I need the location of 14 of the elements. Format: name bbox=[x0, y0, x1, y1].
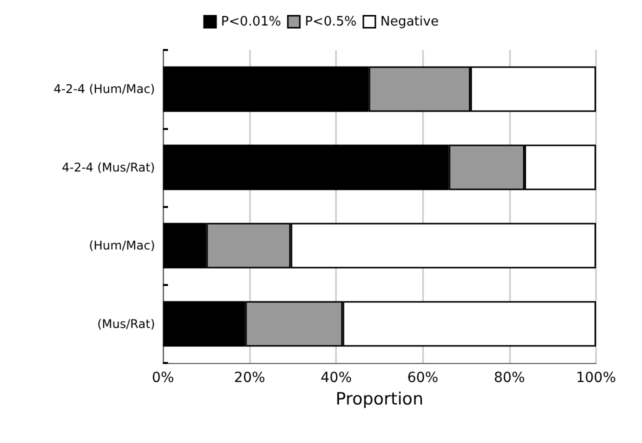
x-tick-label: 0% bbox=[152, 370, 174, 386]
y-tick-label: (Mus/Rat) bbox=[97, 316, 155, 331]
legend-label: P<0.5% bbox=[304, 14, 357, 30]
x-tick-label: 60% bbox=[407, 370, 438, 386]
x-tick-label: 40% bbox=[320, 370, 352, 386]
legend-label: P<0.01% bbox=[221, 14, 282, 30]
x-tick-label: 100% bbox=[576, 370, 616, 386]
x-tick-label: 20% bbox=[234, 370, 266, 386]
x-axis-title: Proportion bbox=[336, 390, 424, 410]
y-tick-label: 4-2-4 (Hum/Mac) bbox=[54, 82, 155, 96]
x-tick-label: 80% bbox=[494, 370, 525, 386]
legend-label: Negative bbox=[380, 14, 439, 30]
y-tick-label: (Hum/Mac) bbox=[88, 238, 155, 253]
y-tick-label: 4-2-4 (Mus/Rat) bbox=[62, 160, 155, 174]
